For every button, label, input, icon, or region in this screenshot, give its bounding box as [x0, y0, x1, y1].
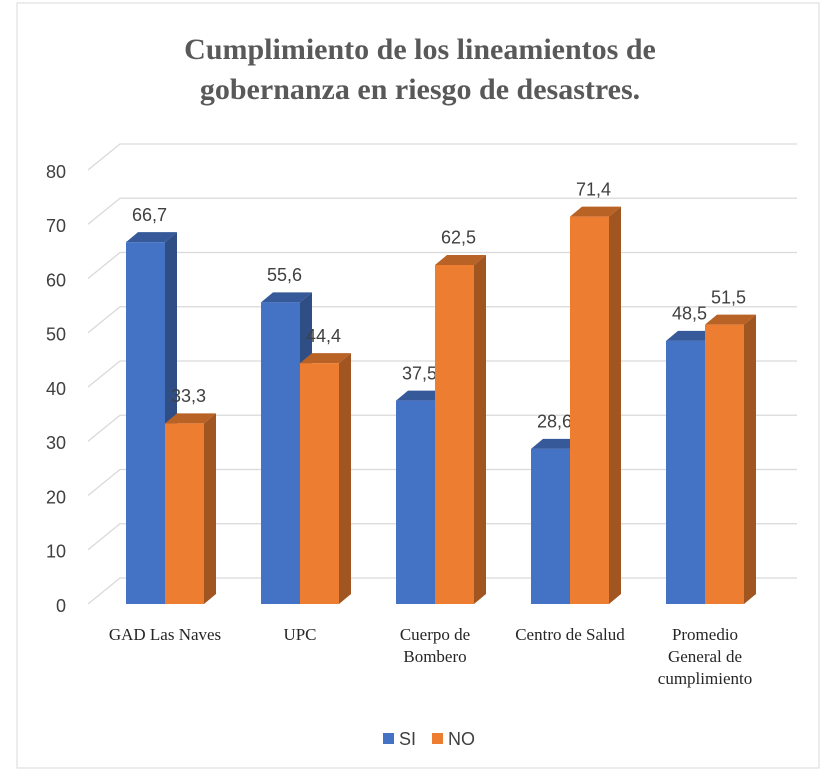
- bar-face: [531, 438, 582, 449]
- bar-face: [570, 216, 609, 604]
- bar-face: [435, 264, 474, 604]
- bar-face: [261, 302, 300, 604]
- bar-face: [261, 292, 312, 303]
- bar-face: [339, 353, 351, 604]
- chart-title: Cumplimiento de los lineamientos de gobe…: [184, 33, 656, 106]
- y-tick-label: 0: [56, 596, 66, 616]
- data-label: 28,6: [537, 412, 572, 432]
- data-label: 71,4: [576, 179, 611, 199]
- bar-face: [300, 363, 339, 604]
- y-tick-label: 50: [46, 325, 66, 345]
- chart-border: [16, 2, 820, 769]
- bar-face: [744, 314, 756, 604]
- bar-face: [474, 254, 486, 604]
- y-tick-label: 20: [46, 487, 66, 507]
- data-label: 51,5: [711, 287, 746, 307]
- data-label: 33,3: [171, 386, 206, 406]
- grid-line: [87, 143, 797, 171]
- y-tick-label: 40: [46, 379, 66, 399]
- data-label: 66,7: [132, 205, 167, 225]
- x-tick-label: GAD Las Naves: [108, 625, 222, 644]
- bar-face: [531, 448, 570, 604]
- bar-face: [204, 413, 216, 604]
- legend-swatch: [383, 733, 394, 744]
- bar-face: [435, 254, 486, 265]
- bar: [300, 353, 351, 604]
- bar-face: [705, 324, 744, 604]
- data-label: 44,4: [306, 326, 341, 346]
- legend-label: NO: [448, 729, 475, 749]
- y-tick-label: 60: [46, 270, 66, 290]
- bar: [165, 413, 216, 604]
- data-label: 48,5: [672, 304, 707, 324]
- y-tick-label: 10: [46, 542, 66, 562]
- x-tick-label: Centro de Salud: [515, 625, 625, 644]
- y-tick-label: 30: [46, 433, 66, 453]
- x-tick-label: UPC: [283, 625, 317, 644]
- y-tick-label: 80: [46, 162, 66, 182]
- y-tick-label: 70: [46, 216, 66, 236]
- data-label: 37,5: [402, 363, 437, 383]
- bar-face: [300, 353, 351, 364]
- bar-face: [165, 413, 216, 424]
- bar-face: [396, 390, 447, 401]
- bar-face: [666, 340, 705, 604]
- bar-face: [666, 330, 717, 341]
- grid-line: [87, 197, 797, 225]
- data-label: 55,6: [267, 265, 302, 285]
- bar-face: [165, 423, 204, 604]
- bar-face: [126, 242, 165, 604]
- x-tick-label: Cuerpo de Bombero: [399, 625, 471, 666]
- legend-swatch: [432, 733, 443, 744]
- bar-face: [396, 400, 435, 604]
- data-label: 62,5: [441, 228, 476, 248]
- bar: [570, 206, 621, 604]
- bar-face: [570, 206, 621, 217]
- bar: [705, 314, 756, 604]
- bar: [435, 254, 486, 604]
- legend-label: SI: [399, 729, 416, 749]
- bar-face: [609, 206, 621, 604]
- bar-face: [705, 314, 756, 325]
- bar-face: [126, 232, 177, 243]
- x-tick-label: Promedio General de cumplimiento: [657, 625, 753, 688]
